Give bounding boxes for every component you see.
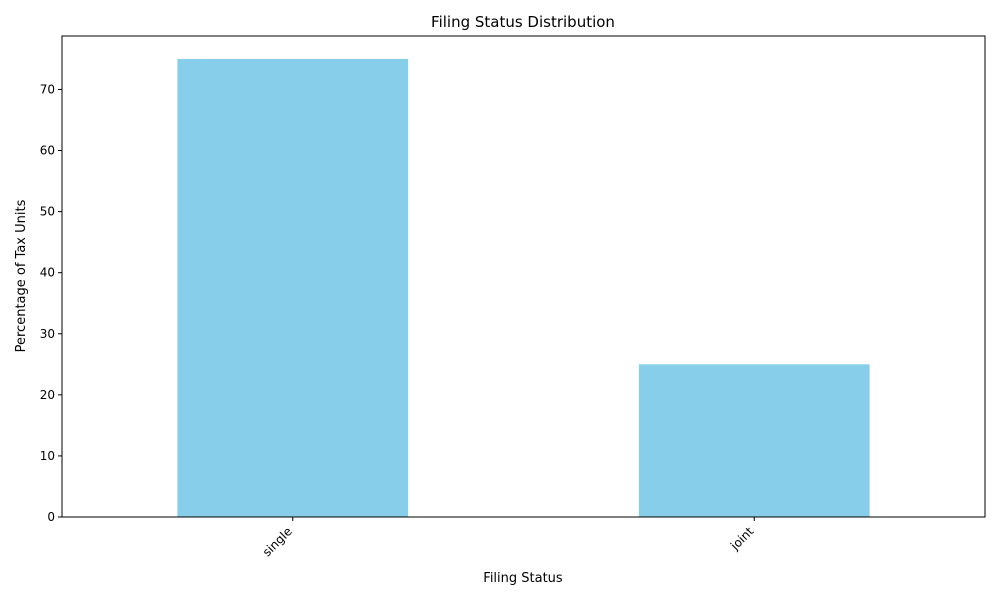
y-tick-label: 50 (40, 205, 55, 219)
y-tick-label: 20 (40, 388, 55, 402)
chart-title: Filing Status Distribution (431, 13, 615, 31)
y-tick-label: 60 (40, 144, 55, 158)
axes-frame (61, 35, 986, 518)
y-tick-label: 30 (40, 327, 55, 341)
y-tick-label: 40 (40, 266, 55, 280)
bar-joint (638, 364, 870, 517)
y-axis-label: Percentage of Tax Units (14, 199, 29, 352)
x-axis-label: Filing Status (483, 571, 563, 586)
y-tick-label: 70 (40, 82, 55, 96)
bar-single (177, 58, 409, 518)
y-tick-label: 0 (47, 510, 55, 524)
y-tick-label: 10 (40, 449, 55, 463)
